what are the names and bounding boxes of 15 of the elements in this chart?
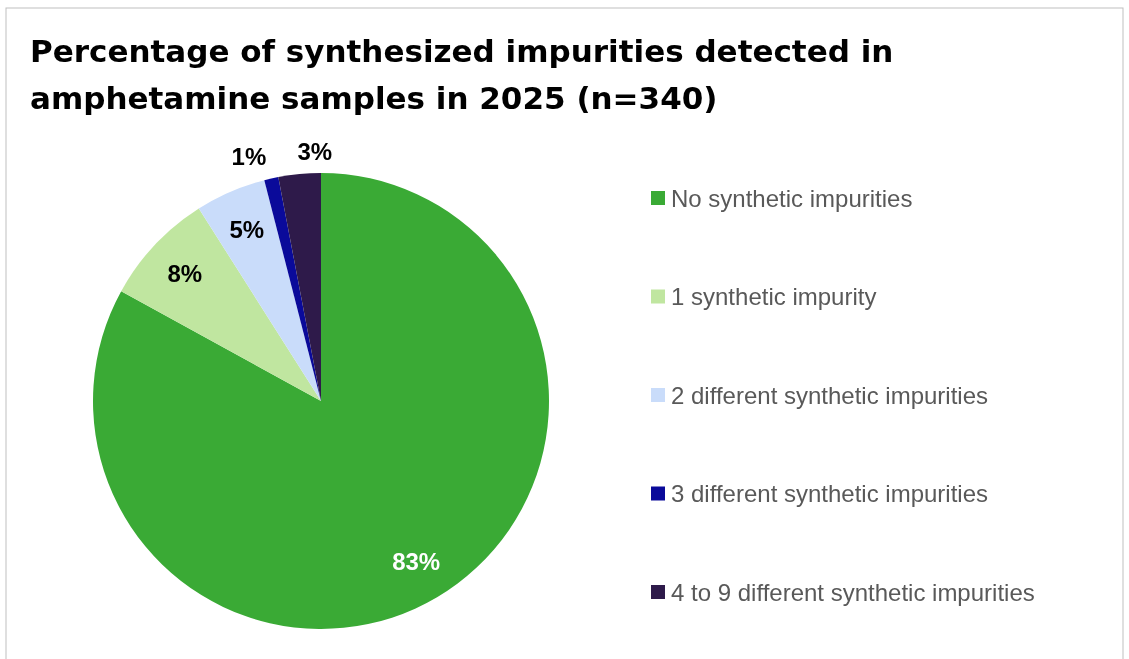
pie-slice bbox=[264, 177, 321, 401]
data-label: 83% bbox=[392, 548, 441, 576]
pie-slice bbox=[93, 173, 549, 629]
legend-label: No synthetic impurities bbox=[671, 184, 913, 212]
data-label: 8% bbox=[167, 259, 203, 287]
pie-slice bbox=[121, 208, 321, 401]
data-label: 5% bbox=[229, 215, 265, 243]
legend-label: 1 synthetic impurity bbox=[671, 283, 877, 310]
legend-label: 4 to 9 different synthetic impurities bbox=[671, 578, 1035, 606]
data-label: 3% bbox=[297, 137, 333, 165]
pie-slice bbox=[278, 173, 321, 401]
legend-label: 2 different synthetic impurities bbox=[671, 381, 989, 409]
chart-title: Percentage of synthesized impurities detected in amphetamine samples in 2025 (n=340) bbox=[30, 33, 894, 116]
legend-label: 3 different synthetic impurities bbox=[671, 480, 989, 507]
data-label: 1% bbox=[231, 142, 267, 170]
